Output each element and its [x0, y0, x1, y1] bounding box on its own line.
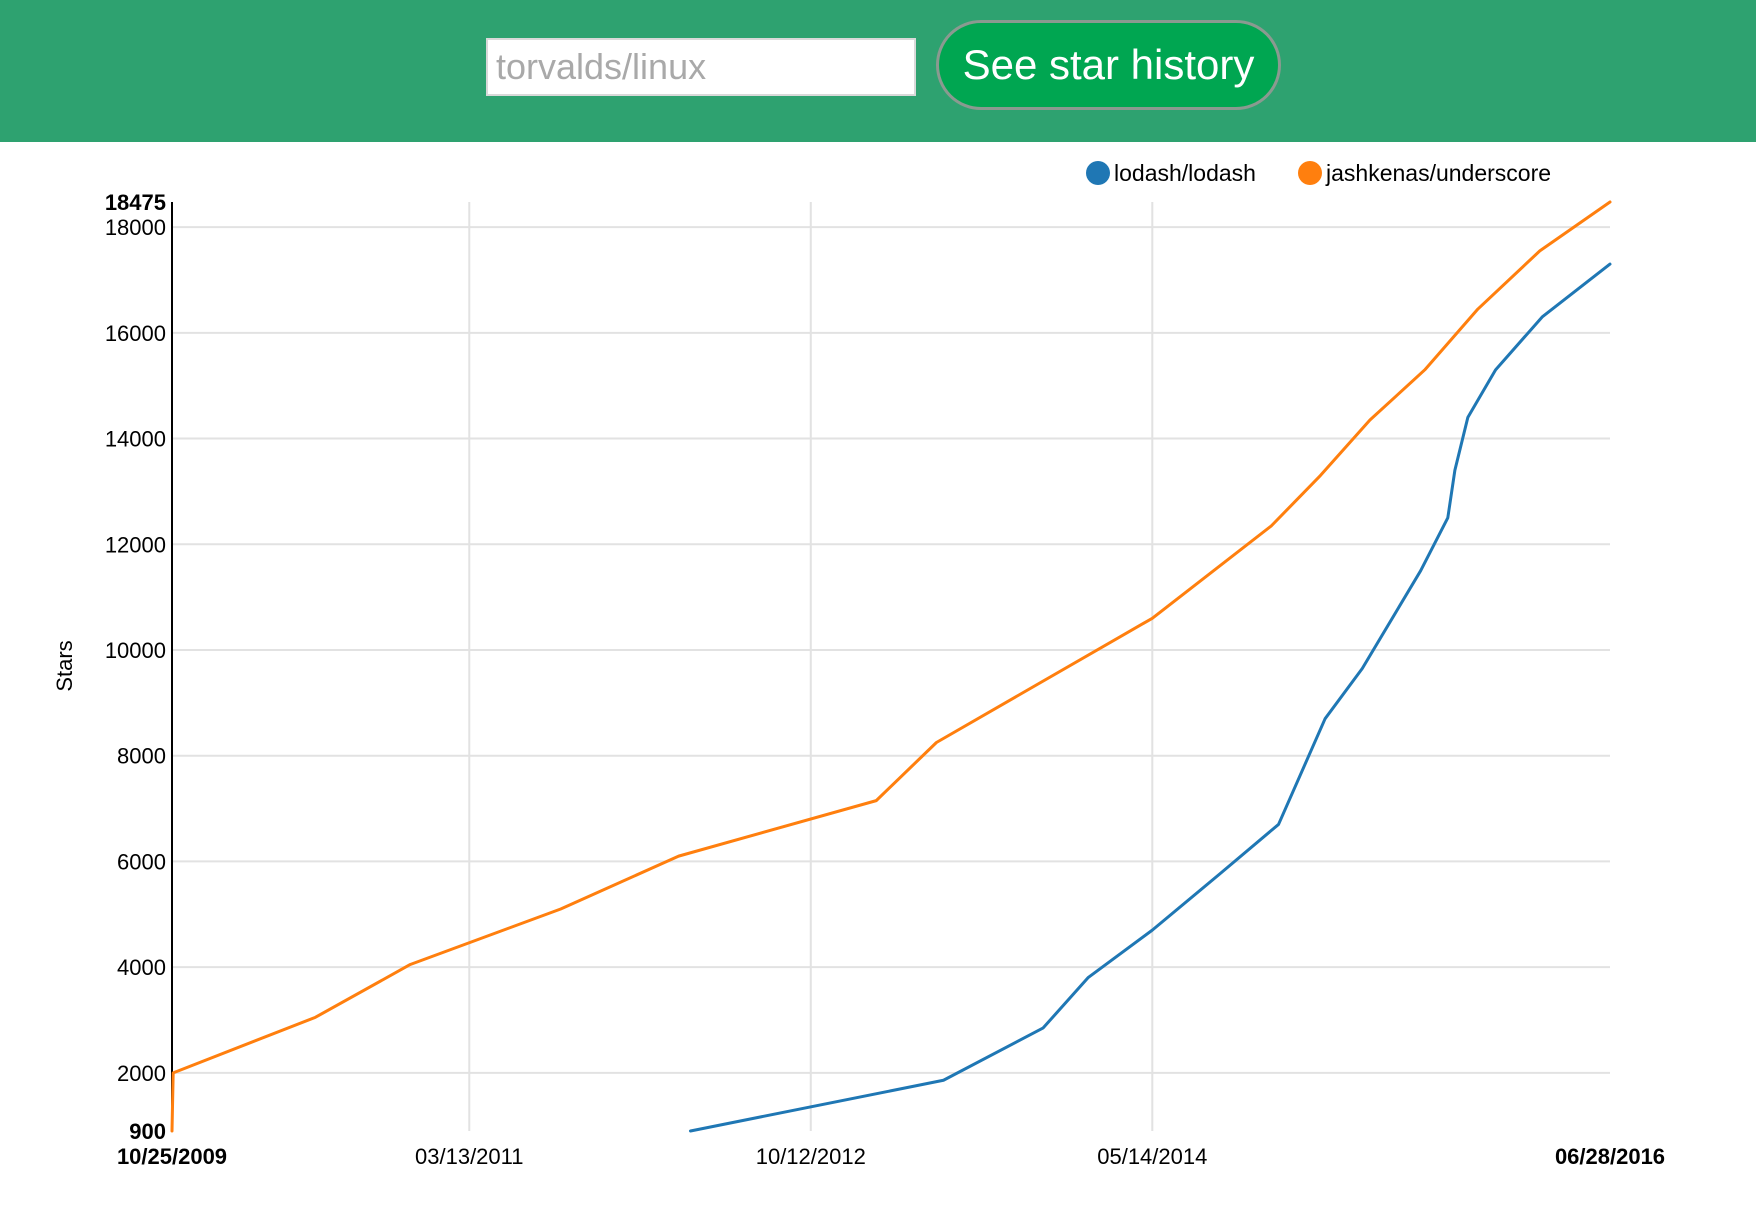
see-star-history-button[interactable]: See star history [936, 20, 1281, 110]
y-tick-label: 900 [129, 1119, 166, 1144]
y-axis-title: Stars [52, 640, 77, 691]
x-tick-label: 05/14/2014 [1097, 1144, 1207, 1169]
top-bar: See star history [0, 0, 1756, 142]
y-tick-label: 18475 [105, 190, 166, 215]
legend-dot-icon [1086, 161, 1110, 185]
grid-lines [172, 202, 1610, 1131]
y-tick-label: 6000 [117, 849, 166, 874]
y-tick-label: 4000 [117, 955, 166, 980]
y-tick-label: 16000 [105, 321, 166, 346]
chart-legend: lodash/lodash jashkenas/underscore [0, 155, 1756, 191]
series-line-lodash [688, 262, 1612, 1133]
series-lines [170, 200, 1612, 1133]
legend-label: lodash/lodash [1114, 159, 1256, 186]
x-tick-label: 06/28/2016 [1555, 1144, 1665, 1169]
y-tick-label: 8000 [117, 744, 166, 769]
x-tick-label: 10/25/2009 [117, 1144, 227, 1169]
x-tick-label: 10/12/2012 [756, 1144, 866, 1169]
y-tick-label: 18000 [105, 215, 166, 240]
y-tick-label: 10000 [105, 638, 166, 663]
y-tick-label: 14000 [105, 427, 166, 452]
legend-dot-icon [1298, 161, 1322, 185]
axes: 900 2000 4000 6000 8000 10000 12000 14000 16000 1… [105, 190, 1665, 1169]
repo-search-input[interactable] [486, 38, 916, 96]
legend-item-underscore[interactable]: jashkenas/underscore [1298, 155, 1551, 191]
legend-label: jashkenas/underscore [1326, 159, 1552, 186]
legend-item-lodash[interactable]: lodash/lodash [1086, 155, 1256, 191]
y-tick-label: 2000 [117, 1061, 166, 1086]
y-tick-label: 12000 [105, 532, 166, 557]
x-tick-label: 03/13/2011 [415, 1144, 523, 1169]
series-line-underscore [170, 200, 1612, 1133]
